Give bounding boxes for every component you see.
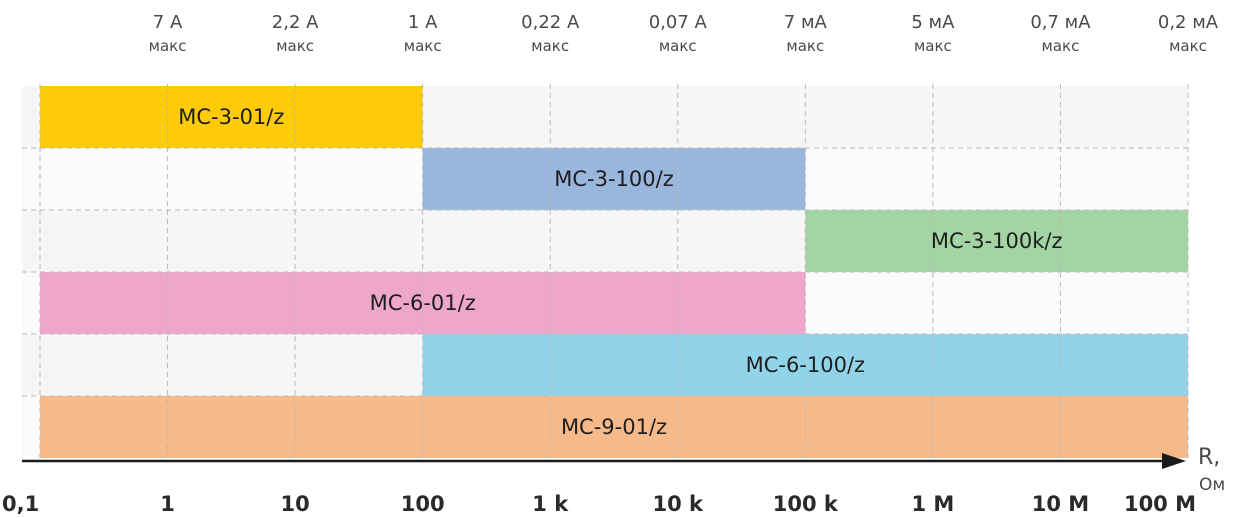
x-tick-label: 100 M bbox=[1124, 492, 1196, 516]
range-bar-label: МС-3-100/z bbox=[554, 167, 673, 191]
current-limit-value: 0,7 мA bbox=[1030, 12, 1091, 33]
current-limit-caption: макс bbox=[1042, 37, 1080, 55]
range-bar-label: МС-9-01/z bbox=[561, 415, 667, 439]
current-limit-caption: макс bbox=[659, 37, 697, 55]
x-tick-label: 100 k bbox=[773, 492, 839, 516]
x-axis-arrow-icon bbox=[1162, 453, 1186, 469]
current-limit-value: 1 A bbox=[408, 12, 438, 33]
current-limit-value: 0,07 A bbox=[649, 12, 708, 33]
range-bar-label: МС-6-100/z bbox=[746, 353, 865, 377]
current-limit-value: 5 мA bbox=[911, 12, 955, 33]
current-limit-value: 7 A bbox=[153, 12, 183, 33]
current-limit-caption: макс bbox=[276, 37, 314, 55]
range-bar-labels: МС-3-01/z МС-3-100/z МС-3-100k/z МС-6-01/z М… bbox=[178, 105, 1062, 439]
x-tick-label: 1 k bbox=[532, 492, 569, 516]
current-limit-caption: макс bbox=[1169, 37, 1207, 55]
x-tick-label: 1 M bbox=[911, 492, 954, 516]
current-limit-caption: макс bbox=[786, 37, 824, 55]
current-limit-value: 2,2 A bbox=[272, 12, 319, 33]
x-tick-label: 0,1 bbox=[2, 492, 39, 516]
range-bar-label: МС-6-01/z bbox=[370, 291, 476, 315]
x-axis: R, Ом bbox=[22, 445, 1225, 495]
range-bar bbox=[805, 210, 1188, 272]
range-bar-label: МС-3-01/z bbox=[178, 105, 284, 129]
range-bar bbox=[40, 396, 1188, 458]
x-tick-label: 100 bbox=[401, 492, 445, 516]
current-limit-caption: макс bbox=[914, 37, 952, 55]
x-tick-label: 10 bbox=[280, 492, 309, 516]
x-tick-label: 10 M bbox=[1032, 492, 1089, 516]
current-limit-caption: макс bbox=[149, 37, 187, 55]
range-bar bbox=[40, 86, 423, 148]
current-limit-value: 0,2 мA bbox=[1158, 12, 1219, 33]
x-tick-label: 10 k bbox=[653, 492, 705, 516]
x-axis-label: R, bbox=[1198, 445, 1220, 470]
current-limit-caption: макс bbox=[404, 37, 442, 55]
current-limit-caption: макс bbox=[531, 37, 569, 55]
current-limit-value: 7 мA bbox=[784, 12, 828, 33]
x-tick-labels: 0,1 1 10 100 1 k 10 k 100 k 1 M 10 M 100 M bbox=[2, 492, 1196, 516]
current-limit-value: 0,22 A bbox=[521, 12, 580, 33]
current-limit-labels: 7 A макс 2,2 A макс 1 A макс 0,22 A макс 0,07 A м… bbox=[149, 12, 1219, 55]
x-axis-unit: Ом bbox=[1199, 475, 1225, 495]
range-bar bbox=[422, 148, 806, 210]
range-bar-label: МС-3-100k/z bbox=[931, 229, 1063, 253]
x-tick-label: 1 bbox=[160, 492, 175, 516]
